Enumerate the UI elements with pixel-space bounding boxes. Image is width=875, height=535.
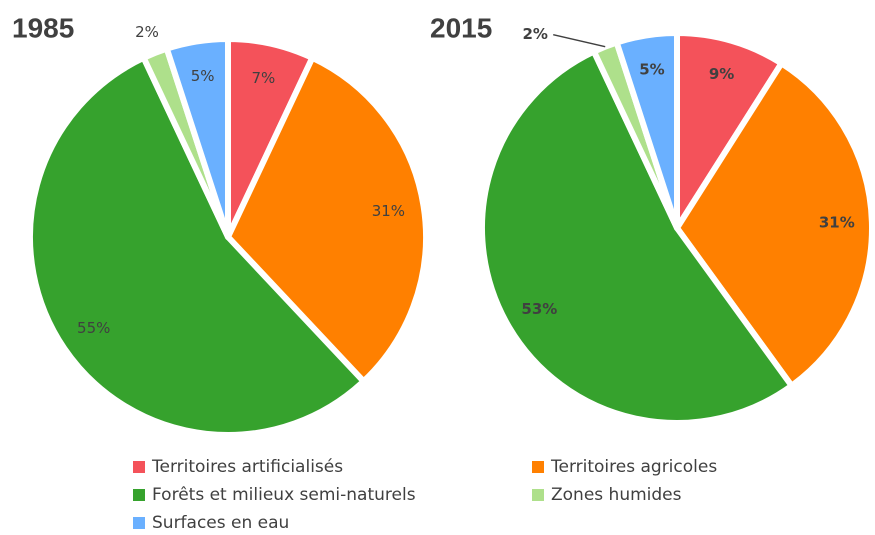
legend-label: Forêts et milieux semi-naturels xyxy=(152,485,416,505)
legend-label: Zones humides xyxy=(551,485,682,505)
pie-slice xyxy=(225,54,429,385)
data-label: 53% xyxy=(521,300,557,318)
data-label: 2% xyxy=(135,23,159,41)
data-label: 2% xyxy=(522,25,547,43)
leader-line xyxy=(553,33,606,48)
data-label: 7% xyxy=(252,69,276,87)
legend-label: Territoires artificialisés xyxy=(151,457,343,477)
legend-swatch xyxy=(532,489,544,501)
legend-swatch xyxy=(133,489,145,501)
data-label: 31% xyxy=(819,213,855,231)
pie-slice xyxy=(674,60,875,389)
legend-swatch xyxy=(532,461,544,473)
legend-label: Territoires agricoles xyxy=(550,457,717,477)
pie-slice xyxy=(478,48,795,426)
pie-slice xyxy=(674,30,785,231)
data-label: 5% xyxy=(639,61,664,79)
data-label: 55% xyxy=(77,319,110,337)
legend-swatch xyxy=(133,517,145,529)
pie-slice xyxy=(27,54,367,438)
legend-swatch xyxy=(133,461,145,473)
pie-slice xyxy=(613,30,680,231)
chart-title: 1985 xyxy=(12,12,74,43)
data-label: 9% xyxy=(709,65,734,83)
chart-title: 2015 xyxy=(430,12,492,43)
pie-slice xyxy=(163,36,231,240)
data-label: 31% xyxy=(372,202,405,220)
data-label: 5% xyxy=(191,67,215,85)
legend-label: Surfaces en eau xyxy=(152,513,289,533)
